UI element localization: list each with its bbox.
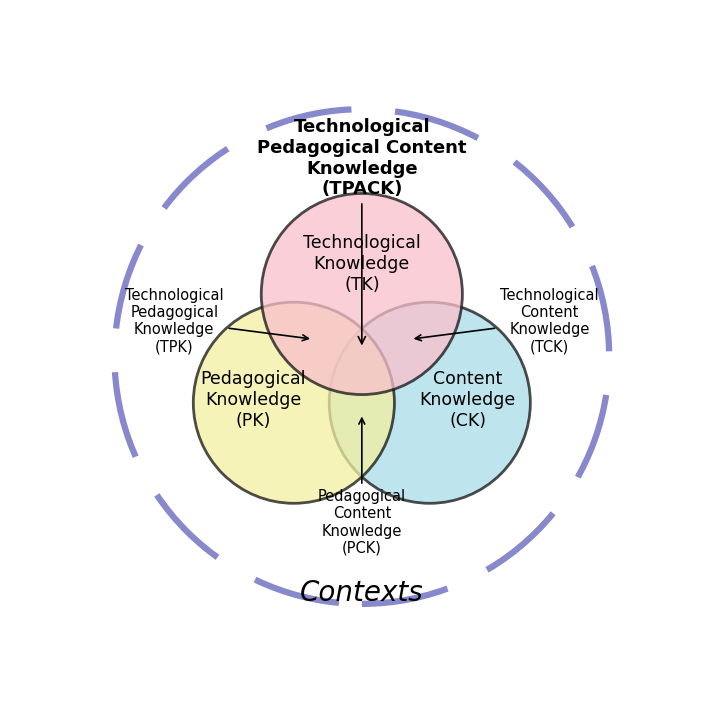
- Text: Contexts: Contexts: [300, 579, 424, 607]
- Text: Content
Knowledge
(CK): Content Knowledge (CK): [419, 370, 516, 430]
- Text: Technological
Content
Knowledge
(TCK): Technological Content Knowledge (TCK): [415, 287, 599, 355]
- Text: Technological
Pedagogical Content
Knowledge
(TPACK): Technological Pedagogical Content Knowle…: [257, 118, 467, 344]
- Text: Pedagogical
Content
Knowledge
(PCK): Pedagogical Content Knowledge (PCK): [318, 418, 406, 556]
- Circle shape: [193, 302, 395, 503]
- Text: Technological
Knowledge
(TK): Technological Knowledge (TK): [303, 234, 421, 294]
- Circle shape: [261, 193, 462, 395]
- Text: Pedagogical
Knowledge
(PK): Pedagogical Knowledge (PK): [201, 370, 306, 430]
- Circle shape: [329, 302, 530, 503]
- Text: Technological
Pedagogical
Knowledge
(TPK): Technological Pedagogical Knowledge (TPK…: [125, 287, 309, 355]
